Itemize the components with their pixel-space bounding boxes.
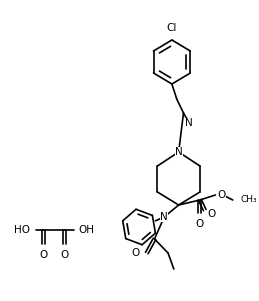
Text: O: O bbox=[39, 250, 48, 260]
Text: OH: OH bbox=[78, 225, 94, 235]
Text: Cl: Cl bbox=[167, 23, 177, 33]
Text: O: O bbox=[132, 248, 140, 258]
Text: N: N bbox=[160, 212, 168, 222]
Text: N: N bbox=[185, 118, 193, 128]
Text: O: O bbox=[208, 209, 216, 219]
Text: O: O bbox=[217, 190, 226, 200]
Text: CH₃: CH₃ bbox=[240, 196, 257, 204]
Text: N: N bbox=[175, 147, 183, 157]
Text: O: O bbox=[196, 219, 204, 229]
Text: O: O bbox=[61, 250, 69, 260]
Text: HO: HO bbox=[14, 225, 30, 235]
